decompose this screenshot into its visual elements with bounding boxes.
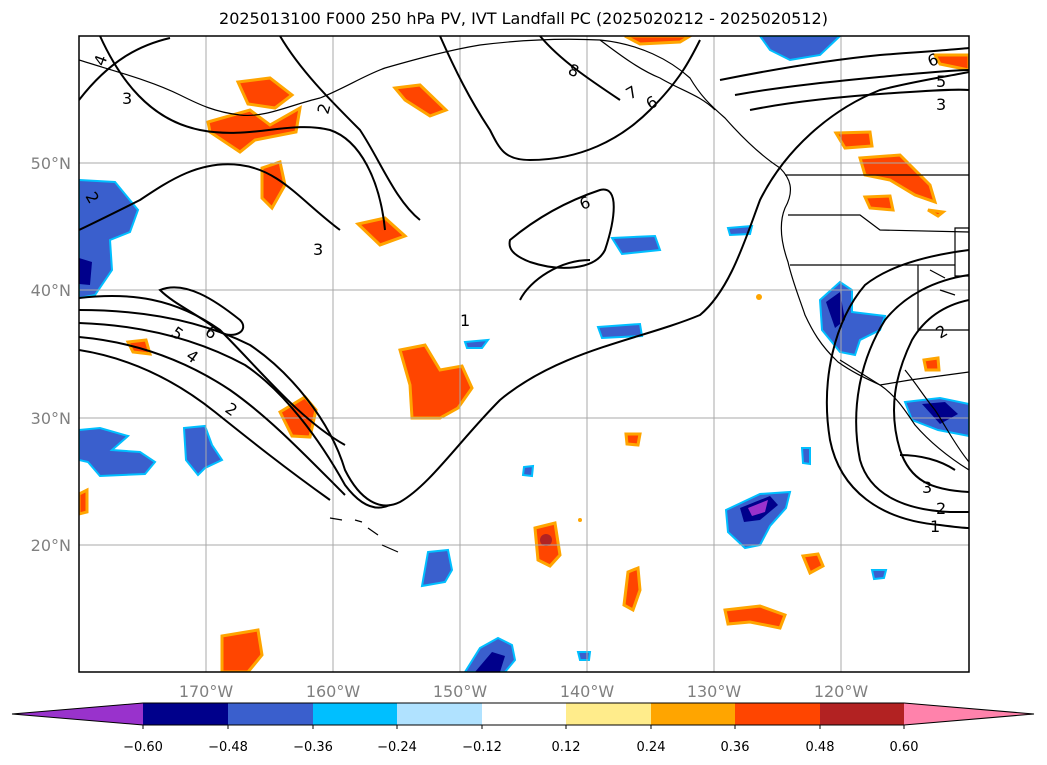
colorbar-segment (735, 703, 820, 725)
lon-label: 150°W (433, 682, 488, 701)
positive-anomaly-shading (79, 36, 969, 672)
contour-label: 2 (936, 499, 946, 518)
negative-anomaly-shading (79, 36, 969, 672)
colorbar-tick-label: −0.48 (208, 740, 248, 755)
colorbar-segment (313, 703, 397, 725)
colorbar-segment (904, 703, 1034, 725)
colorbar-segment (651, 703, 735, 725)
colorbar-tick-label: −0.60 (123, 740, 163, 755)
contour-labels: 4 3 2 8 7 6 2 3 6 5 4 6 2 1 6 5 3 2 3 2 … (82, 49, 951, 536)
lat-label: 40°N (31, 281, 71, 300)
contour-label: 3 (936, 95, 946, 114)
colorbar-tick-label: 0.24 (637, 740, 666, 755)
colorbar-segment (143, 703, 228, 725)
lon-label: 140°W (560, 682, 615, 701)
colorbar-segment (482, 703, 566, 725)
contour-label: 3 (313, 240, 323, 259)
colorbar-segment (566, 703, 651, 725)
contour-label: 1 (460, 311, 470, 330)
colorbar-tick-label: −0.24 (377, 740, 417, 755)
map-frame (78, 35, 970, 673)
lon-label: 170°W (179, 682, 234, 701)
contour-label: 3 (922, 478, 932, 497)
map-area: 4 3 2 8 7 6 2 3 6 5 4 6 2 1 6 5 3 2 3 2 … (79, 36, 969, 672)
colorbar-tick-label: 0.36 (721, 740, 750, 755)
contour-label: 1 (930, 517, 940, 536)
graticule (79, 36, 969, 672)
colorbar-tick-label: 0.12 (552, 740, 581, 755)
colorbar-tick-label: −0.36 (293, 740, 333, 755)
pv-contours (79, 36, 969, 529)
colorbar-tick-label: 0.48 (806, 740, 835, 755)
lat-label: 30°N (31, 409, 71, 428)
lat-label: 20°N (31, 536, 71, 555)
contour-label: 2 (314, 101, 335, 116)
lon-label: 130°W (687, 682, 742, 701)
latitude-labels: 50°N 40°N 30°N 20°N (31, 154, 71, 555)
colorbar-tick-label: −0.12 (462, 740, 502, 755)
colorbar-segment (12, 703, 143, 725)
longitude-labels: 170°W 160°W 150°W 140°W 130°W 120°W (179, 682, 869, 701)
plot-title: 2025013100 F000 250 hPa PV, IVT Landfall… (219, 9, 828, 28)
colorbar: −0.60 −0.48 −0.36 −0.24 −0.12 0.12 0.24 … (11, 702, 1035, 755)
lon-label: 160°W (306, 682, 361, 701)
lon-label: 120°W (814, 682, 869, 701)
contour-label: 5 (936, 72, 946, 91)
colorbar-segment (228, 703, 313, 725)
colorbar-segment (397, 703, 482, 725)
colorbar-tick-label: 0.60 (890, 740, 919, 755)
lat-label: 50°N (31, 154, 71, 173)
coastlines (79, 38, 969, 553)
colorbar-segment (820, 703, 904, 725)
contour-label: 3 (122, 89, 132, 108)
